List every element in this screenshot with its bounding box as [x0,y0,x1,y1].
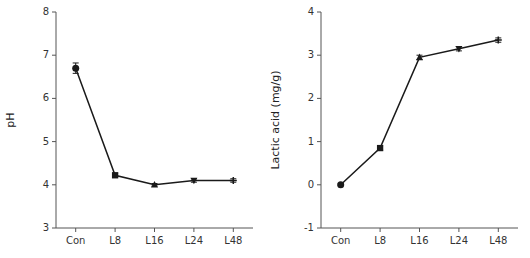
x-tick-label: L8 [374,235,386,246]
error-bar [73,63,79,73]
y-axis-label: pH [4,112,17,127]
error-bar [112,173,118,177]
marker [495,37,502,44]
x-tick [115,228,116,232]
y-tick [52,228,56,229]
y-tick-label: 6 [43,92,49,103]
x-tick-label: L24 [450,235,468,246]
y-tick-label: 0 [308,179,314,190]
data [337,37,502,189]
marker [377,145,383,151]
y-tick [317,55,321,56]
y-tick-label: 4 [308,6,314,17]
line [76,68,234,185]
y-tick [317,98,321,99]
marker [72,65,79,72]
y-tick-label: 5 [43,136,49,147]
data [72,63,237,188]
y-tick [317,184,321,185]
x-tick [419,228,420,232]
panel: -1 0 1 2 3 4 Con L8 L16 L24 L48 Lactic acid (mg/g) [269,6,518,246]
x-tick [380,228,381,232]
y-tick [52,98,56,99]
figure: 3 4 5 6 7 8 Con L8 L16 L24 L48 pH -1 0 1 2 3 4 Con L8 L16 L24… [0,0,530,258]
y-axis-label: Lactic acid (mg/g) [269,70,282,169]
x-tick [193,228,194,232]
marker [230,177,237,184]
y-tick-label: 2 [308,92,314,103]
y-tick-label: -1 [304,222,314,233]
x-tick [340,228,341,232]
y-tick-label: 8 [43,6,49,17]
y-tick [52,141,56,142]
x-tick-label: L16 [410,235,428,246]
panel: 3 4 5 6 7 8 Con L8 L16 L24 L48 pH [4,6,253,246]
x-tick [458,228,459,232]
y-tick [317,12,321,13]
y-tick [52,184,56,185]
y-tick-label: 4 [43,179,49,190]
marker [337,181,344,188]
y-tick [52,12,56,13]
x-tick-label: L48 [224,235,242,246]
x-tick-label: Con [331,235,350,246]
line [341,40,499,185]
y-tick-label: 7 [43,49,49,60]
x-tick [498,228,499,232]
x-tick-label: L24 [185,235,203,246]
marker [416,54,423,61]
marker [455,46,462,53]
x-tick-label: L48 [489,235,507,246]
y-tick [52,55,56,56]
x-tick-label: L8 [109,235,121,246]
x-tick-label: L16 [145,235,163,246]
x-tick [75,228,76,232]
x-tick [233,228,234,232]
marker [190,178,197,185]
y-tick [317,228,321,229]
y-axis [321,12,322,228]
y-tick-label: 3 [308,49,314,60]
y-tick [317,141,321,142]
y-axis [56,12,57,228]
y-tick-label: 1 [308,136,314,147]
marker [112,172,118,178]
error-bar [377,146,383,150]
marker [151,181,158,188]
x-tick [154,228,155,232]
x-tick-label: Con [66,235,85,246]
y-tick-label: 3 [43,222,49,233]
